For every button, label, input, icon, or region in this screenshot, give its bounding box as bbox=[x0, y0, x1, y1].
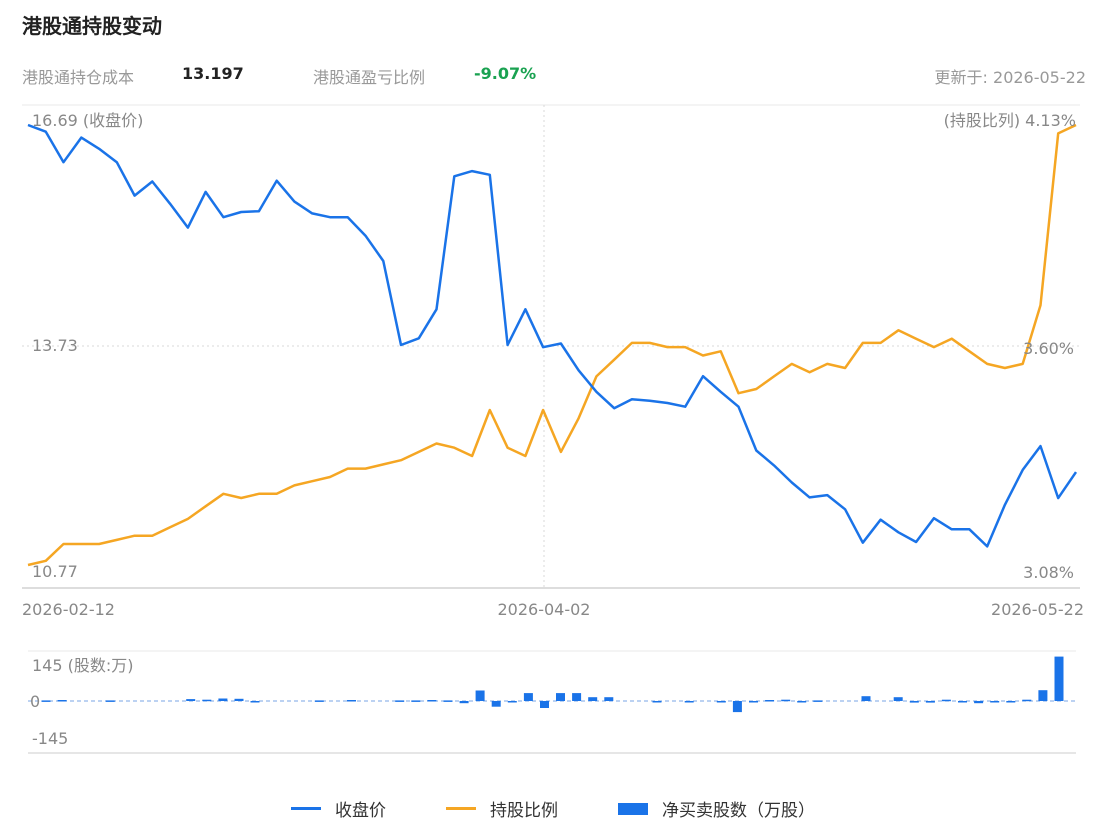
net-trade-bar bbox=[716, 701, 726, 703]
net-trade-bar bbox=[443, 700, 453, 702]
net-trade-bar bbox=[347, 700, 356, 702]
main-line-chart: 16.69 (收盘价) 13.73 10.77 (持股比列) 4.13% 3.60% 3.… bbox=[22, 104, 1084, 754]
net-trade-bar bbox=[925, 701, 935, 703]
legend-item-ratio[interactable]: 持股比例 bbox=[446, 796, 558, 821]
left-axis-top-label: 16.69 (收盘价) bbox=[32, 111, 143, 130]
net-trade-bar bbox=[909, 701, 919, 703]
net-trade-bar bbox=[765, 700, 775, 702]
legend-item-price[interactable]: 收盘价 bbox=[291, 796, 386, 821]
net-trade-bar bbox=[475, 690, 485, 701]
legend-price-label: 收盘价 bbox=[335, 801, 386, 821]
legend: 收盘价 持股比例 净买卖股数（万股） bbox=[0, 796, 1106, 821]
net-trade-bar bbox=[893, 697, 903, 701]
net-trade-bar bbox=[732, 701, 742, 713]
net-trade-bar bbox=[314, 700, 324, 702]
net-trade-bar bbox=[556, 693, 565, 701]
net-trade-bar bbox=[813, 700, 823, 702]
net-trade-bar bbox=[459, 701, 469, 704]
net-trade-bar bbox=[202, 699, 212, 702]
bar-axis-bottom-label: -145 bbox=[32, 729, 68, 748]
net-trade-bar bbox=[41, 700, 51, 702]
right-axis-mid-label: 3.60% bbox=[1023, 339, 1074, 358]
net-trade-bar bbox=[797, 701, 807, 703]
net-trade-bar bbox=[1022, 699, 1032, 702]
net-trade-bar bbox=[1054, 656, 1064, 701]
net-trade-bar bbox=[523, 693, 533, 701]
holding-cost-label: 港股通持仓成本 bbox=[22, 68, 135, 87]
legend-ratio-label: 持股比例 bbox=[490, 801, 558, 821]
net-trade-bar bbox=[941, 699, 951, 702]
net-trade-bar bbox=[749, 701, 758, 703]
net-trade-bar bbox=[861, 696, 871, 701]
net-trade-bar bbox=[218, 698, 228, 701]
net-trade-bar bbox=[990, 701, 1000, 703]
bar-axis-zero-label: 0 bbox=[30, 692, 40, 711]
net-trade-bar bbox=[958, 701, 967, 703]
legend-item-bars[interactable]: 净买卖股数（万股） bbox=[618, 796, 815, 821]
x-tick-mid: 2026-04-02 bbox=[498, 600, 591, 619]
holding-cost-value: 13.197 bbox=[182, 64, 244, 83]
net-trade-bar bbox=[974, 701, 984, 704]
x-tick-start: 2026-02-12 bbox=[22, 600, 115, 619]
price-line-swatch bbox=[291, 807, 321, 810]
net-trade-bar bbox=[395, 700, 405, 702]
x-tick-end: 2026-05-22 bbox=[991, 600, 1084, 619]
net-trade-bar bbox=[781, 699, 791, 702]
net-trade-bar bbox=[491, 701, 501, 707]
pnl-ratio-label: 港股通盈亏比例 bbox=[313, 68, 426, 87]
updated-date: 更新于: 2026-05-22 bbox=[934, 68, 1086, 87]
left-axis-mid-label: 13.73 bbox=[32, 336, 78, 355]
ratio-line bbox=[27, 123, 1077, 567]
right-axis-top-label: (持股比列) 4.13% bbox=[944, 111, 1076, 130]
net-trade-bar bbox=[540, 701, 549, 708]
net-trade-bar bbox=[427, 700, 437, 702]
net-trade-bar bbox=[234, 698, 244, 701]
net-trade-bar bbox=[250, 701, 260, 703]
net-trade-bar bbox=[652, 701, 662, 703]
net-trade-bar bbox=[57, 700, 67, 702]
net-trade-bar bbox=[1006, 701, 1016, 703]
price-line bbox=[27, 123, 1078, 548]
legend-bars-label: 净买卖股数（万股） bbox=[662, 801, 815, 821]
bar-swatch bbox=[618, 802, 648, 815]
chart-title: 港股通持股变动 bbox=[22, 14, 162, 38]
left-axis-bottom-label: 10.77 bbox=[32, 562, 78, 581]
pnl-ratio-value: -9.07% bbox=[474, 64, 537, 83]
right-axis-bottom-label: 3.08% bbox=[1023, 563, 1074, 582]
net-trade-bar bbox=[186, 699, 196, 701]
net-trade-bar bbox=[1038, 690, 1048, 701]
bar-axis-top-label: 145 (股数:万) bbox=[32, 656, 134, 675]
net-trade-bar bbox=[572, 693, 582, 701]
net-trade-bar bbox=[411, 700, 421, 702]
net-trade-bar bbox=[105, 700, 115, 702]
net-trade-bar bbox=[507, 701, 517, 703]
net-trade-bar bbox=[604, 697, 614, 701]
net-trade-bar bbox=[684, 701, 694, 703]
ratio-line-swatch bbox=[446, 807, 476, 810]
net-trade-bar bbox=[588, 697, 598, 701]
